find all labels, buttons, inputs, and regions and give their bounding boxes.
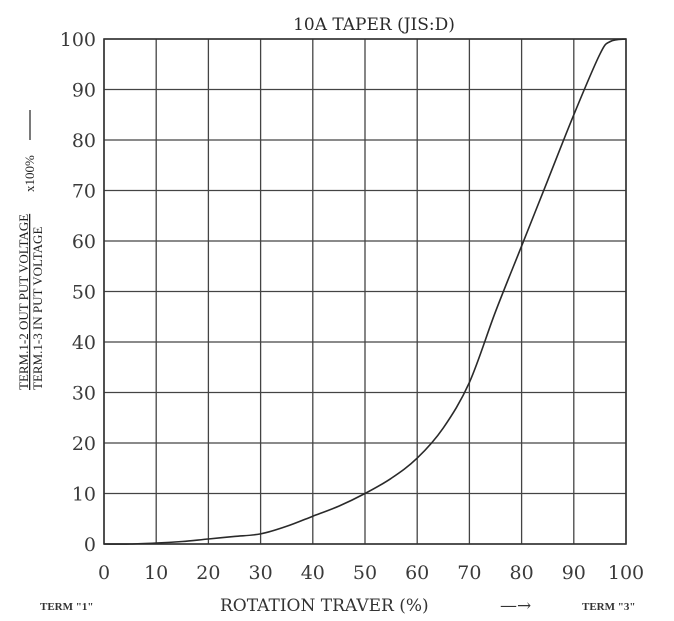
y-tick-labels: 0 10 20 30 40 50 60 70 80 90 100 bbox=[60, 29, 96, 556]
y-tick-label: 80 bbox=[72, 130, 96, 152]
y-tick-label: 30 bbox=[72, 383, 96, 405]
y-axis-label: TERM.1-2 OUT PUT VOLTAGE TERM.1-3 IN PUT… bbox=[16, 110, 45, 390]
x-tick-label: 40 bbox=[301, 562, 325, 584]
y-tick-label: 0 bbox=[84, 534, 96, 556]
y-tick-label: 70 bbox=[72, 181, 96, 203]
y-tick-label: 10 bbox=[72, 484, 96, 506]
grid bbox=[103, 38, 627, 545]
x-tick-label: 70 bbox=[457, 562, 481, 584]
x-tick-label: 100 bbox=[608, 562, 644, 584]
y-tick-label: 40 bbox=[72, 332, 96, 354]
x-tick-labels: 0 10 20 30 40 50 60 70 80 90 100 bbox=[98, 562, 644, 584]
y-axis-label-suffix: x100% bbox=[22, 155, 37, 192]
x-tick-label: 30 bbox=[249, 562, 273, 584]
x-tick-label: 0 bbox=[98, 562, 110, 584]
plot-frame bbox=[103, 38, 627, 545]
series-line bbox=[103, 38, 627, 545]
y-axis-label-numerator: TERM.1-2 OUT PUT VOLTAGE bbox=[16, 214, 31, 390]
chart-title: 10A TAPER (JIS:D) bbox=[293, 15, 455, 35]
y-tick-label: 20 bbox=[72, 433, 96, 455]
term-left-label: TERM "1" bbox=[40, 601, 93, 613]
y-tick-label: 100 bbox=[60, 29, 96, 51]
y-tick-label: 50 bbox=[72, 282, 96, 304]
x-tick-label: 50 bbox=[353, 562, 377, 584]
y-tick-label: 60 bbox=[72, 231, 96, 253]
x-tick-label: 80 bbox=[510, 562, 534, 584]
term-right-label: TERM "3" bbox=[582, 601, 635, 613]
x-tick-label: 60 bbox=[405, 562, 429, 584]
y-tick-label: 90 bbox=[72, 80, 96, 102]
x-axis-label: ROTATION TRAVER (%) bbox=[220, 596, 429, 616]
x-tick-label: 10 bbox=[144, 562, 168, 584]
x-tick-label: 20 bbox=[196, 562, 220, 584]
x-axis-arrow: —→ bbox=[500, 596, 531, 616]
x-tick-label: 90 bbox=[562, 562, 586, 584]
y-axis-label-denominator: TERM.1-3 IN PUT VOLTAGE bbox=[30, 227, 45, 390]
